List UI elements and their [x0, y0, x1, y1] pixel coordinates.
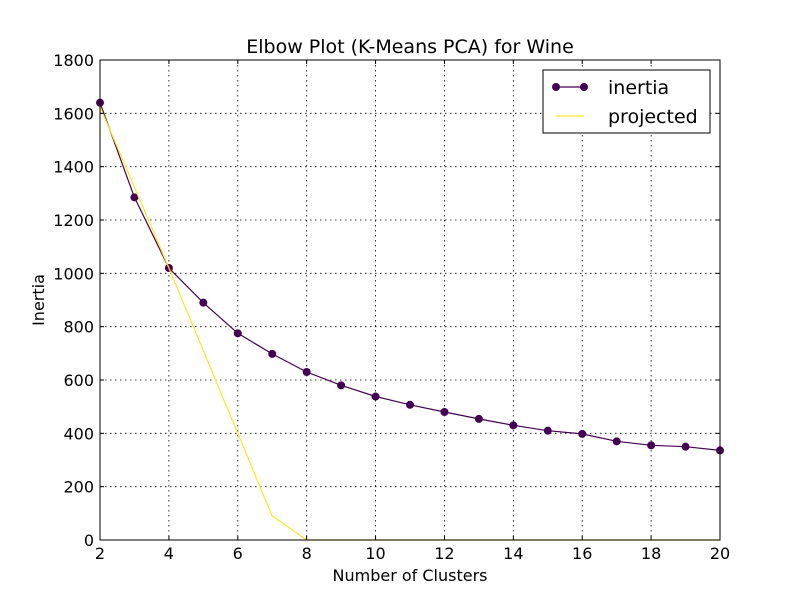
chart-title: Elbow Plot (K-Means PCA) for Wine [246, 36, 574, 58]
data-point-inertia [474, 414, 483, 423]
legend-frame [542, 69, 711, 134]
legend-marker-inertia [580, 83, 588, 91]
x-tick-label: 16 [572, 544, 592, 563]
data-point-inertia [440, 408, 449, 416]
x-tick-label: 20 [710, 544, 730, 563]
legend-label-projected: projected [608, 106, 698, 128]
data-point-inertia [268, 349, 277, 358]
y-tick-label: 400 [63, 424, 94, 443]
data-point-inertia [509, 421, 518, 430]
x-tick-label: 6 [233, 544, 243, 563]
plot-area-frame [99, 59, 721, 541]
legend-items: inertia projected [552, 77, 698, 128]
y-tick-label: 1400 [53, 158, 94, 177]
data-point-inertia [578, 429, 587, 438]
x-axis-title: Number of Clusters [333, 566, 488, 585]
data-point-inertia [302, 368, 311, 376]
x-tick-label: 4 [164, 544, 174, 563]
y-tick-label: 1200 [53, 211, 94, 230]
x-tick-label: 18 [641, 544, 661, 563]
y-tick-label: 1600 [53, 104, 94, 123]
x-tick-label: 2 [95, 544, 105, 563]
axis-ticks: 2 4 6 8 10 12 14 16 18 20020040060080010001200140… [53, 51, 730, 563]
data-point-inertia [337, 381, 346, 390]
legend: inertia projected [542, 69, 711, 134]
data-point-inertia [612, 437, 621, 446]
legend-label-inertia: inertia [608, 77, 669, 99]
data-point-inertia [371, 392, 380, 401]
x-tick-label: 14 [503, 544, 523, 563]
x-tick-label: 12 [434, 544, 454, 563]
data-point-inertia [543, 426, 552, 435]
y-tick-label: 1000 [53, 264, 94, 283]
data-point-inertia [647, 441, 656, 450]
data-point-inertia [406, 400, 414, 409]
series-inertia [96, 98, 724, 455]
legend-marker-inertia [552, 83, 560, 91]
data-point-inertia [681, 442, 690, 451]
series-projected [99, 106, 720, 541]
y-axis-title: Inertia [29, 274, 48, 326]
y-tick-label: 800 [63, 318, 94, 337]
series-layer [96, 98, 724, 541]
x-tick-label: 8 [302, 544, 312, 563]
data-point-inertia [233, 329, 242, 338]
y-tick-label: 600 [63, 371, 94, 390]
data-point-inertia [199, 298, 208, 307]
y-tick-label: 0 [84, 531, 94, 550]
x-tick-label: 10 [365, 544, 385, 563]
data-point-inertia [130, 193, 139, 202]
series-line-inertia [99, 102, 721, 451]
series-line-projected [99, 106, 720, 541]
y-tick-label: 200 [63, 478, 94, 497]
y-tick-label: 1800 [53, 51, 94, 70]
